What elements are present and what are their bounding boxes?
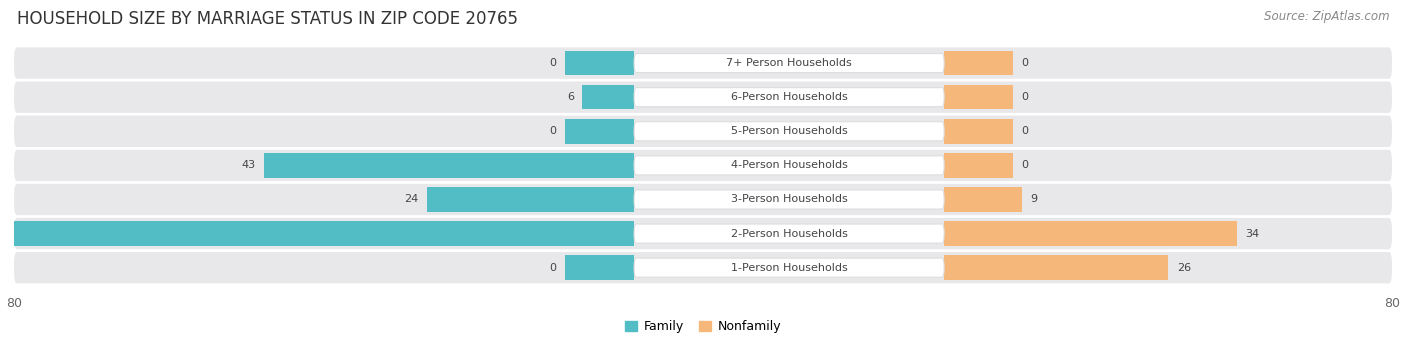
Text: HOUSEHOLD SIZE BY MARRIAGE STATUS IN ZIP CODE 20765: HOUSEHOLD SIZE BY MARRIAGE STATUS IN ZIP…	[17, 10, 517, 28]
Text: 26: 26	[1177, 263, 1191, 273]
FancyBboxPatch shape	[634, 190, 945, 209]
Text: 0: 0	[550, 263, 557, 273]
Bar	[945, 119, 1012, 144]
FancyBboxPatch shape	[634, 258, 945, 277]
Bar	[565, 255, 634, 280]
Text: 9: 9	[1031, 194, 1038, 205]
FancyBboxPatch shape	[634, 88, 945, 107]
Text: 6-Person Households: 6-Person Households	[731, 92, 848, 102]
Bar	[945, 221, 1237, 246]
Bar	[0, 221, 634, 246]
Text: 1-Person Households: 1-Person Households	[731, 263, 848, 273]
FancyBboxPatch shape	[14, 116, 1392, 147]
FancyBboxPatch shape	[634, 224, 945, 243]
Text: 0: 0	[550, 126, 557, 136]
Text: 0: 0	[1022, 58, 1029, 68]
FancyBboxPatch shape	[14, 150, 1392, 181]
FancyBboxPatch shape	[634, 156, 945, 175]
FancyBboxPatch shape	[14, 47, 1392, 79]
Bar	[565, 119, 634, 144]
Text: 0: 0	[1022, 126, 1029, 136]
FancyBboxPatch shape	[634, 122, 945, 141]
Text: 7+ Person Households: 7+ Person Households	[727, 58, 852, 68]
FancyBboxPatch shape	[634, 54, 945, 73]
Bar	[945, 153, 1012, 178]
FancyBboxPatch shape	[14, 218, 1392, 249]
Text: 3-Person Households: 3-Person Households	[731, 194, 848, 205]
Bar	[945, 85, 1012, 109]
Text: 6: 6	[567, 92, 574, 102]
Bar	[427, 187, 634, 212]
Text: 5-Person Households: 5-Person Households	[731, 126, 848, 136]
Bar	[945, 187, 1022, 212]
FancyBboxPatch shape	[14, 252, 1392, 283]
Text: 24: 24	[405, 194, 419, 205]
Text: 4-Person Households: 4-Person Households	[731, 160, 848, 170]
Text: 0: 0	[1022, 92, 1029, 102]
Text: 0: 0	[1022, 160, 1029, 170]
Bar	[945, 255, 1168, 280]
Text: 0: 0	[550, 58, 557, 68]
Bar	[582, 85, 634, 109]
Legend: Family, Nonfamily: Family, Nonfamily	[620, 315, 786, 338]
Bar	[264, 153, 634, 178]
Bar	[565, 51, 634, 75]
Text: Source: ZipAtlas.com: Source: ZipAtlas.com	[1264, 10, 1389, 23]
FancyBboxPatch shape	[14, 184, 1392, 215]
Text: 43: 43	[240, 160, 256, 170]
Text: 2-Person Households: 2-Person Households	[731, 228, 848, 239]
Text: 34: 34	[1246, 228, 1260, 239]
Bar	[945, 51, 1012, 75]
Text: 76: 76	[0, 228, 11, 239]
FancyBboxPatch shape	[14, 81, 1392, 113]
